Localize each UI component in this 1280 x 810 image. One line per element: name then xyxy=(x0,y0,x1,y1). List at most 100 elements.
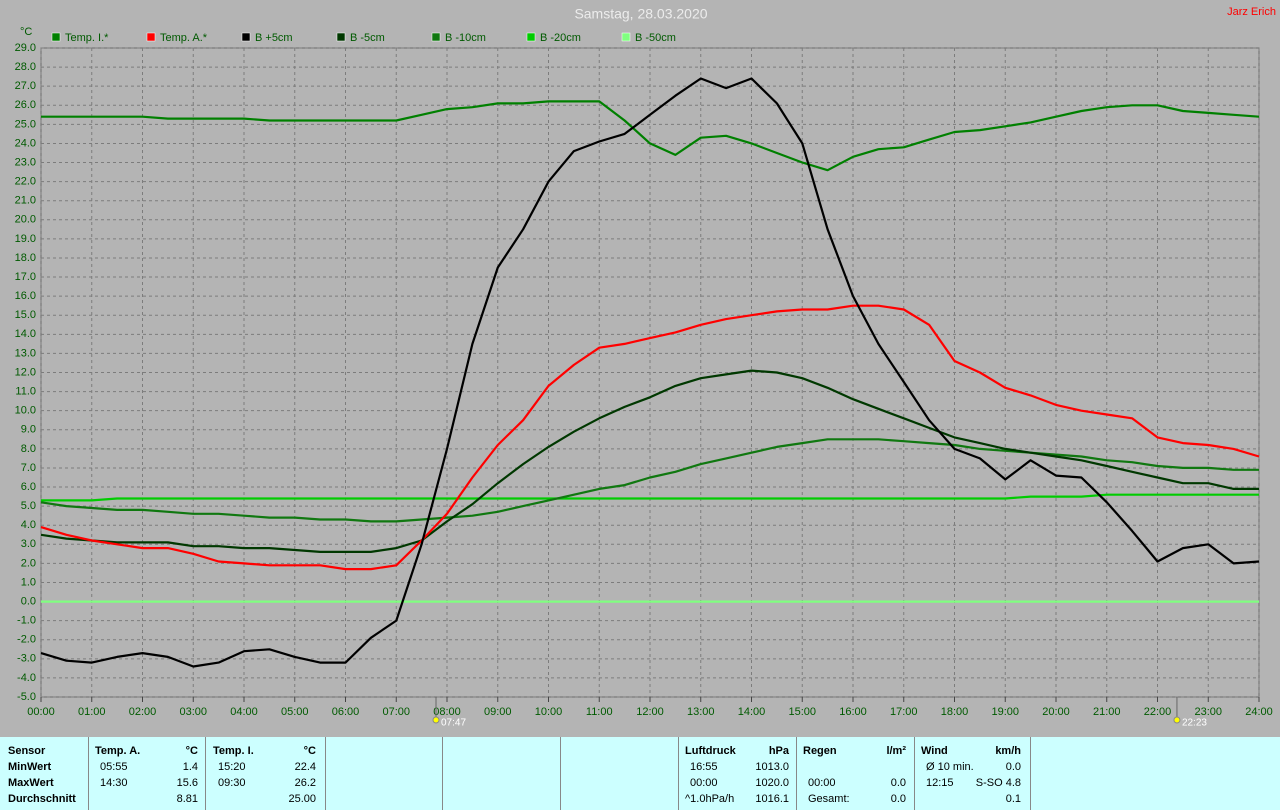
y-tick-label: 7.0 xyxy=(21,462,36,474)
stats-text: l/m² xyxy=(886,745,906,757)
x-tick-label: 18:00 xyxy=(941,706,969,718)
x-tick-label: 22:00 xyxy=(1144,706,1172,718)
y-axis-label: °C xyxy=(20,26,32,38)
x-tick-label: 15:00 xyxy=(788,706,816,718)
stats-text: ^1.0hPa/h xyxy=(685,793,735,805)
separator xyxy=(914,737,915,810)
y-tick-label: 14.0 xyxy=(15,328,36,340)
legend-label: B -10cm xyxy=(445,32,486,44)
stats-text: MaxWert xyxy=(8,777,54,789)
x-tick-label: 02:00 xyxy=(129,706,157,718)
stats-text: 1016.1 xyxy=(755,793,789,805)
y-tick-label: 11.0 xyxy=(15,385,36,397)
y-tick-label: 6.0 xyxy=(21,481,36,493)
stats-text: 16:55 xyxy=(690,761,718,773)
x-tick-label: 00:00 xyxy=(27,706,55,718)
stats-text: 14:30 xyxy=(100,777,128,789)
x-tick-label: 20:00 xyxy=(1042,706,1070,718)
annotation-marker xyxy=(1173,716,1181,724)
y-tick-label: 15.0 xyxy=(15,309,36,321)
y-tick-label: -1.0 xyxy=(17,615,36,627)
y-tick-label: 25.0 xyxy=(15,118,36,130)
stats-text: 12:15 xyxy=(926,777,954,789)
stats-text: 09:30 xyxy=(218,777,246,789)
stats-text: 0.0 xyxy=(890,777,906,789)
separator xyxy=(678,737,679,810)
annotation-marker xyxy=(432,716,440,724)
y-tick-label: -5.0 xyxy=(17,691,36,703)
stats-text: 0.0 xyxy=(1005,761,1021,773)
separator xyxy=(325,737,326,810)
x-tick-label: 03:00 xyxy=(179,706,207,718)
x-tick-label: 13:00 xyxy=(687,706,715,718)
legend-label: B -5cm xyxy=(350,32,385,44)
y-tick-label: -4.0 xyxy=(17,672,36,684)
stats-text: S-SO 4.8 xyxy=(975,777,1021,789)
series-line xyxy=(40,369,1259,553)
y-tick-label: 13.0 xyxy=(15,347,36,359)
y-tick-label: 23.0 xyxy=(15,156,36,168)
separator xyxy=(205,737,206,810)
stats-text: 25.00 xyxy=(288,793,316,805)
x-tick-label: 12:00 xyxy=(636,706,664,718)
y-tick-label: 18.0 xyxy=(15,252,36,264)
y-tick-label: 24.0 xyxy=(15,137,36,149)
y-tick-label: 21.0 xyxy=(15,195,36,207)
series-line xyxy=(40,438,1259,523)
y-tick-label: -3.0 xyxy=(17,653,36,665)
x-tick-label: 07:00 xyxy=(382,706,410,718)
stats-text: 00:00 xyxy=(690,777,718,789)
y-tick-label: -2.0 xyxy=(17,634,36,646)
x-tick-label: 24:00 xyxy=(1245,706,1273,718)
x-tick-label: 10:00 xyxy=(535,706,563,718)
stats-text: Durchschnitt xyxy=(8,793,76,805)
separator xyxy=(796,737,797,810)
x-tick-label: 14:00 xyxy=(738,706,766,718)
y-tick-label: 26.0 xyxy=(15,99,36,111)
x-tick-label: 16:00 xyxy=(839,706,867,718)
legend-swatch xyxy=(431,32,441,42)
stats-text: Regen xyxy=(803,745,837,757)
stats-text: Wind xyxy=(921,745,948,757)
y-tick-label: 2.0 xyxy=(21,557,36,569)
stats-text: 22.4 xyxy=(294,761,316,773)
annotation-label: 07:47 xyxy=(441,718,466,729)
x-tick-label: 08:00 xyxy=(433,706,461,718)
stats-text: 1.4 xyxy=(182,761,198,773)
stats-text: Temp. A. xyxy=(95,745,141,757)
x-tick-label: 04:00 xyxy=(230,706,258,718)
legend-label: Temp. I.* xyxy=(65,32,109,44)
x-tick-label: 01:00 xyxy=(78,706,106,718)
y-tick-label: 19.0 xyxy=(15,233,36,245)
legend-swatch xyxy=(51,32,61,42)
stats-text: hPa xyxy=(768,745,789,757)
y-tick-label: 5.0 xyxy=(21,500,36,512)
separator xyxy=(1030,737,1031,810)
x-tick-label: 09:00 xyxy=(484,706,512,718)
series-line xyxy=(41,493,1259,502)
series-line xyxy=(40,304,1260,571)
stats-text: 0.0 xyxy=(890,793,906,805)
stats-text: Sensor xyxy=(8,745,46,757)
y-tick-label: 4.0 xyxy=(21,519,36,531)
y-tick-label: 16.0 xyxy=(15,290,36,302)
legend-swatch xyxy=(241,32,251,42)
legend-label: Temp. A.* xyxy=(160,32,208,44)
stats-text: 05:55 xyxy=(100,761,128,773)
legend-label: B +5cm xyxy=(255,32,293,44)
series-line xyxy=(41,100,1260,172)
author: Jarz Erich xyxy=(1227,6,1276,18)
stats-text: 8.81 xyxy=(176,793,198,805)
chart-title: Samstag, 28.03.2020 xyxy=(574,6,707,22)
y-tick-label: 12.0 xyxy=(15,366,36,378)
y-tick-label: 27.0 xyxy=(15,80,36,92)
stats-text: °C xyxy=(185,745,198,757)
stats-text: Temp. I. xyxy=(213,745,254,757)
stats-text: Luftdruck xyxy=(685,745,736,757)
stats-text: 15:20 xyxy=(218,761,246,773)
chart: Samstag, 28.03.2020 Jarz Erich °C 29.0 28… xyxy=(15,6,1276,729)
legend-swatch xyxy=(336,32,346,42)
stats-panel: Sensor MinWert MaxWert Durchschnitt Temp. A.… xyxy=(0,737,1280,810)
stats-text: 15.6 xyxy=(176,777,198,789)
stats-text: MinWert xyxy=(8,761,52,773)
